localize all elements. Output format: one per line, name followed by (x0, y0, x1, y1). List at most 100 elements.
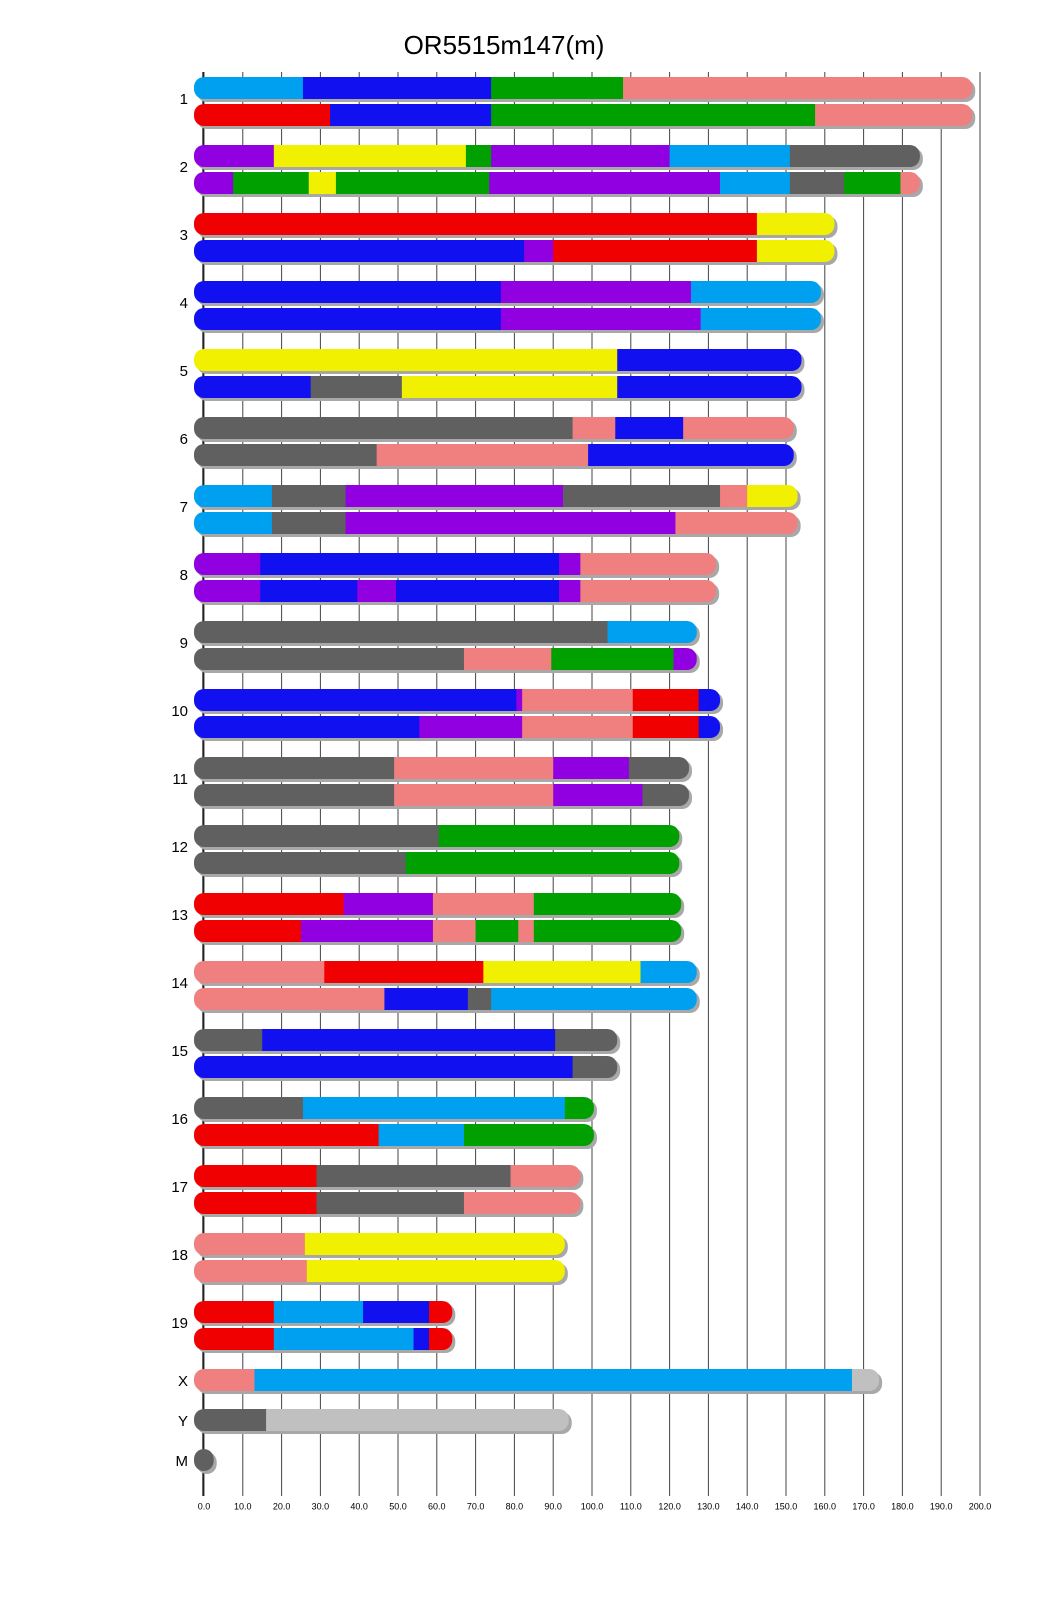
chromosome-label: 2 (180, 159, 188, 176)
segment (194, 852, 407, 874)
segment (698, 716, 721, 738)
segment (491, 988, 697, 1010)
chromosome-track (194, 145, 920, 167)
x-tick-label: 10.0 (234, 1501, 252, 1511)
segment (194, 1097, 304, 1119)
chromosome-track (194, 240, 835, 262)
segment (673, 648, 697, 670)
segment (491, 77, 624, 99)
chromosome-label: 15 (171, 1043, 188, 1060)
chromosome-label: 12 (171, 839, 188, 856)
segment (432, 920, 477, 942)
segment (194, 213, 758, 235)
chromosome-track (194, 417, 794, 439)
segment (194, 689, 517, 711)
chromosome-label: 19 (171, 1315, 188, 1332)
x-tick-label: 200.0 (969, 1501, 992, 1511)
chromosome-label: 5 (180, 363, 188, 380)
segment (233, 172, 310, 194)
segment (429, 1328, 453, 1350)
segment (623, 77, 973, 99)
segment (345, 512, 676, 534)
segment (194, 988, 385, 1010)
segment (524, 240, 554, 262)
segment (690, 281, 821, 303)
chromosome-track (194, 104, 973, 126)
segment (271, 485, 347, 507)
chromosome-track (194, 784, 689, 806)
segment (516, 689, 523, 711)
chromosome-track (194, 376, 802, 398)
segment (194, 920, 302, 942)
chromosome-track (194, 1260, 565, 1282)
chromosome-track (194, 213, 835, 235)
x-tick-label: 40.0 (350, 1501, 368, 1511)
chromosome-label: 6 (180, 431, 188, 448)
x-tick-label: 30.0 (312, 1501, 330, 1511)
segment (789, 172, 845, 194)
segment (260, 580, 358, 602)
chromosome-track (194, 77, 973, 99)
segment (194, 1165, 318, 1187)
x-tick-label: 160.0 (814, 1501, 837, 1511)
segment (900, 172, 920, 194)
segment (401, 376, 618, 398)
chromosome-label: X (178, 1373, 188, 1390)
segment (194, 580, 261, 602)
segment (522, 689, 634, 711)
chromosome-label: 11 (172, 771, 188, 788)
chromosome-track (194, 716, 721, 738)
segment (844, 172, 901, 194)
segment (194, 104, 331, 126)
segment (194, 1301, 275, 1323)
chromosome-track (194, 1165, 581, 1187)
segment (522, 716, 634, 738)
segment (310, 376, 403, 398)
segment (553, 757, 630, 779)
segment (343, 893, 434, 915)
segment (357, 580, 397, 602)
chromosome-track (194, 1409, 569, 1431)
chromosome-track (194, 485, 798, 507)
segment (551, 648, 674, 670)
segment (194, 376, 312, 398)
segment (756, 240, 835, 262)
segment (260, 553, 560, 575)
segment (642, 784, 689, 806)
chromosome-label: 16 (171, 1111, 188, 1128)
chromosome-label: 10 (171, 703, 188, 720)
chromosome-track (194, 1449, 214, 1471)
segment (489, 172, 721, 194)
segment (345, 485, 564, 507)
chromosome-label: Y (178, 1413, 188, 1430)
segment (194, 1369, 255, 1391)
x-tick-label: 120.0 (658, 1501, 681, 1511)
chromosome-track (194, 308, 821, 330)
segment (465, 145, 492, 167)
segment (335, 172, 490, 194)
chromosome-track (194, 920, 682, 942)
segment (394, 757, 554, 779)
segment (720, 172, 791, 194)
segment (271, 512, 347, 534)
chromosome-track (194, 512, 798, 534)
segment (194, 485, 273, 507)
chart-title: OR5515m147(m) (404, 30, 605, 60)
x-tick-label: 20.0 (273, 1501, 291, 1511)
segment (266, 1409, 569, 1431)
segment (720, 485, 748, 507)
segment (463, 1192, 581, 1214)
segment (500, 281, 692, 303)
segment (756, 213, 835, 235)
segment (384, 988, 469, 1010)
segment (500, 308, 702, 330)
chromosome-track (194, 825, 680, 847)
chromosome-track (194, 580, 717, 602)
segment (302, 77, 492, 99)
segment (194, 961, 325, 983)
chromosome-track (194, 621, 697, 643)
segment (628, 757, 689, 779)
chromosome-track (194, 1124, 594, 1146)
chromosome-label: 4 (180, 295, 188, 312)
chromosome-label: 13 (171, 907, 188, 924)
